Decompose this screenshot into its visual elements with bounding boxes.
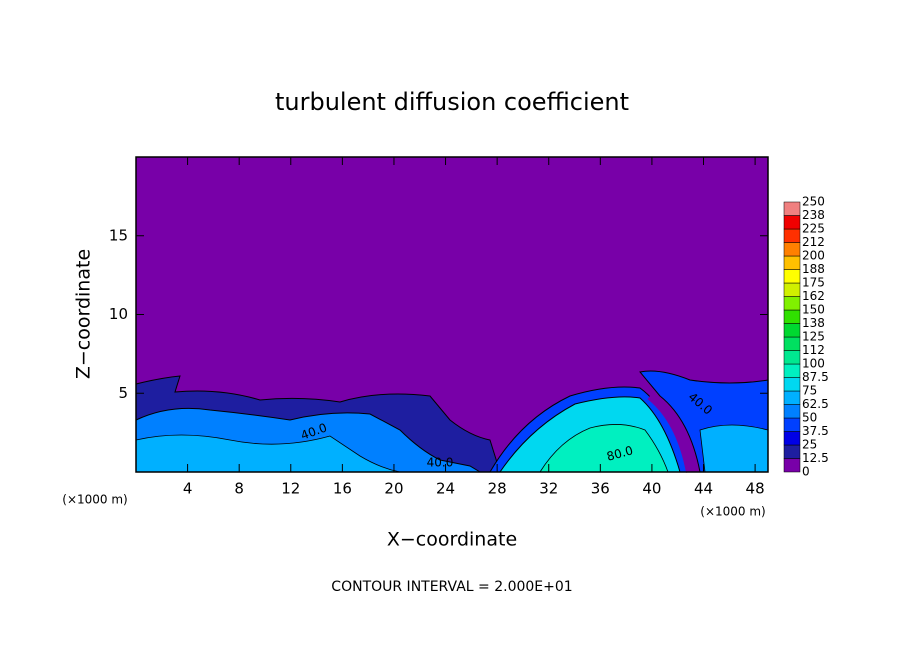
colorbar-label: 125	[802, 330, 825, 344]
colorbar-label: 162	[802, 289, 825, 303]
colorbar-label: 100	[802, 357, 825, 371]
y-tick-label: 5	[118, 384, 128, 402]
x-unit: (×1000 m)	[700, 505, 765, 519]
y-tick-label: 15	[109, 226, 128, 244]
colorbar-band	[783, 242, 801, 257]
colorbar-band	[783, 255, 801, 270]
contour-label: 80.0	[605, 443, 634, 463]
colorbar-label: 150	[802, 303, 825, 317]
colorbar-band	[783, 444, 801, 459]
x-tick-label: 32	[539, 480, 558, 498]
colorbar-band	[783, 363, 801, 378]
colorbar-label: 50	[802, 411, 817, 425]
x-tick-label: 12	[281, 480, 300, 498]
colorbar-band	[783, 390, 801, 405]
colorbar-band	[783, 350, 801, 365]
annotation: CONTOUR INTERVAL = 2.000E+01	[331, 579, 572, 595]
y-axis-label: Z−coordinate	[73, 249, 95, 379]
x-tick-label: 36	[591, 480, 610, 498]
field-region	[647, 392, 694, 473]
colorbar-band	[783, 309, 801, 324]
x-axis-label: X−coordinate	[387, 529, 517, 551]
chart-title: turbulent diffusion coefficient	[275, 88, 629, 116]
colorbar-label: 138	[802, 316, 825, 330]
colorbar-band	[783, 323, 801, 338]
field	[135, 157, 769, 473]
colorbar-band	[783, 404, 801, 419]
colorbar-band	[783, 201, 801, 216]
colorbar-label: 200	[802, 249, 825, 263]
colorbar-label: 62.5	[802, 397, 829, 411]
colorbar-band	[783, 336, 801, 351]
field-region	[699, 424, 769, 473]
colorbar-label: 212	[802, 235, 825, 249]
y-tick-label: 10	[109, 305, 128, 323]
colorbar-label: 87.5	[802, 370, 829, 384]
field-region	[135, 434, 401, 473]
x-tick-label: 24	[436, 480, 455, 498]
colorbar-band	[783, 269, 801, 284]
colorbar-label: 188	[802, 262, 825, 276]
colorbar-band	[783, 458, 801, 473]
x-tick-label: 48	[746, 480, 765, 498]
colorbar-band	[783, 417, 801, 432]
colorbar-label: 12.5	[802, 451, 829, 465]
x-tick-label: 4	[183, 480, 193, 498]
colorbar-band	[783, 282, 801, 297]
colorbar-label: 250	[802, 195, 825, 209]
x-tick-label: 20	[384, 480, 403, 498]
colorbar-band	[783, 377, 801, 392]
colorbar-band	[783, 215, 801, 230]
colorbar-label: 37.5	[802, 424, 829, 438]
colorbar-band	[783, 228, 801, 243]
contour-label: 40.0	[427, 456, 454, 470]
colorbar-label: 25	[802, 438, 817, 452]
colorbar-label: 75	[802, 384, 817, 398]
colorbar-band	[783, 431, 801, 446]
colorbar-band	[783, 296, 801, 311]
x-tick-label: 44	[694, 480, 713, 498]
x-tick-label: 28	[488, 480, 507, 498]
x-tick-label: 8	[234, 480, 244, 498]
field-region	[539, 424, 669, 473]
colorbar-label: 112	[802, 343, 825, 357]
colorbar-label: 175	[802, 276, 825, 290]
x-tick-label: 40	[642, 480, 661, 498]
colorbar-label: 238	[802, 208, 825, 222]
colorbar-label: 225	[802, 222, 825, 236]
x-tick-label: 16	[333, 480, 352, 498]
y-unit: (×1000 m)	[62, 493, 127, 507]
colorbar-label: 0	[802, 465, 810, 479]
